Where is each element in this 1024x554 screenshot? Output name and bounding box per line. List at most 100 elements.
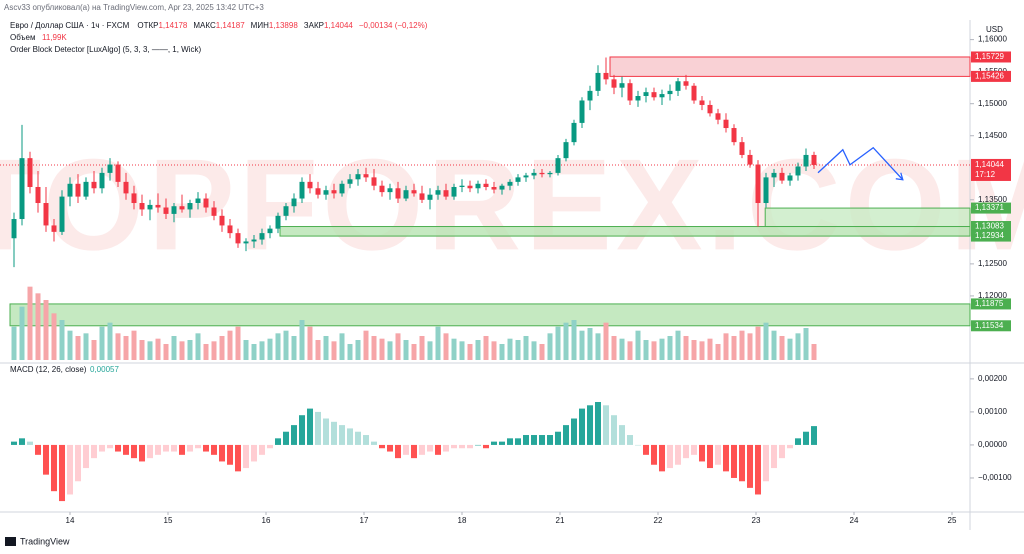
macd-bar [579,408,585,445]
candle-body [27,158,33,187]
volume-bar [483,336,489,360]
candle-body [267,228,273,234]
price-label-bg [971,221,1011,233]
volume-bar [571,320,577,360]
candle-body [643,92,649,96]
currency: USD [986,25,1003,34]
volume-bar [235,326,241,360]
volume-bar [35,293,41,360]
candle-body [427,194,433,200]
volume-bar [651,341,657,360]
macd-bar [371,441,377,445]
x-tick-label: 24 [850,516,859,525]
candle-body [515,177,521,182]
volume-bar [99,326,105,360]
volume-bar [555,326,561,360]
candle-body [763,177,769,204]
volume-bar [75,336,81,360]
x-tick-label: 23 [752,516,761,525]
volume-bar [603,322,609,360]
candle-body [387,188,393,193]
y-tick-label: 1,15000 [978,99,1007,108]
macd-bar [531,435,537,445]
price-label-bg [971,202,1011,214]
macd-bar [355,431,361,445]
volume-bar [707,338,713,360]
candle-body [67,183,73,197]
order-block [9,303,971,327]
volume-bar [371,336,377,360]
volume-bar [355,340,361,360]
candle-body [235,233,241,244]
x-tick-label: 18 [458,516,467,525]
volume-bar [667,336,673,360]
brand-logo [5,537,16,546]
price-label: 1,15729 [975,52,1004,61]
volume-bar [723,333,729,360]
candle-body [731,128,737,143]
candle-body [19,158,25,220]
macd-bar [419,444,425,455]
macd-bar [483,444,489,449]
volume-bar [11,326,17,360]
ohlc-value: 1,14044 [324,21,353,30]
candle-body [411,190,417,194]
volume-bar [139,340,145,360]
macd-bar [115,444,121,452]
change: −0,00134 (−0,12%) [359,21,428,30]
macd-bar [667,444,673,469]
volume-bar [459,341,465,360]
candle-body [571,122,577,143]
last-price-label: 1,14044 [975,160,1004,169]
candle-body [483,183,489,187]
ohlc-label: ЗАКР [304,21,324,30]
volume-bar [395,333,401,360]
volume-bar [427,341,433,360]
volume-bar [627,341,633,360]
macd-bar [595,401,601,445]
volume-bar [43,300,49,360]
macd-bar [235,444,241,472]
macd-bar [331,421,337,445]
macd-bar [683,444,689,459]
candle-body [707,104,713,114]
volume-bar [147,341,153,360]
macd-bar [123,444,129,455]
macd-bar [187,444,193,452]
candle-body [155,204,161,208]
countdown: 17:12 [975,170,996,179]
x-tick-label: 22 [654,516,663,525]
macd-bar [443,444,449,452]
candle-body [499,185,505,190]
candle-body [123,181,129,194]
volume-bar [179,341,185,360]
candle-body [691,85,697,101]
volume-bar [363,330,369,360]
candle-body [739,142,745,155]
volume-bar [155,338,161,360]
candle-body [419,193,425,200]
volume-bar [171,336,177,360]
macd-bar [467,444,473,449]
candle-body [747,154,753,165]
volume-bar [787,338,793,360]
volume-bar [259,341,265,360]
candle-body [403,190,409,199]
macd-bar [275,438,281,445]
macd-bar [387,444,393,452]
price-label-bg [971,230,1011,242]
candle-body [771,172,777,178]
macd-bar [155,444,161,455]
macd-bar [723,444,729,472]
volume-bar [539,344,545,360]
candle-body [475,183,481,189]
volume-bar [739,330,745,360]
price-label: 1,15426 [975,72,1004,81]
candle-body [547,172,553,175]
volume-bar [635,330,641,360]
candle-body [75,183,81,197]
ohlc-value: 1,13898 [269,21,298,30]
candle-body [635,96,641,101]
macd-bar [347,428,353,445]
candle-body [579,100,585,123]
